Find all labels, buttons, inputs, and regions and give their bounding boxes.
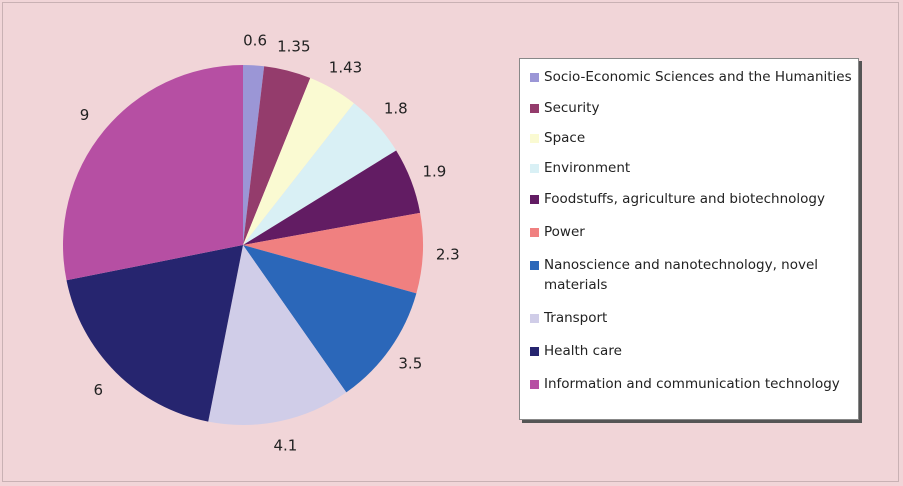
legend-swatch [530, 195, 539, 204]
legend-swatch [530, 347, 539, 356]
slice-value-label: 1.9 [422, 163, 446, 181]
pie-slice [243, 212, 423, 294]
legend-item: Security [528, 98, 852, 118]
legend-label: Security [544, 100, 600, 116]
legend-label: Information and communication technology [544, 376, 840, 392]
legend-item: Transport [528, 308, 852, 328]
legend-item: Foodstuffs, agriculture and biotechnolog… [528, 189, 852, 209]
legend-label: Power [544, 224, 585, 240]
slice-value-label: 3.5 [398, 354, 422, 372]
legend-label: Socio-Economic Sciences and the Humaniti… [544, 69, 852, 85]
legend-label: Space [544, 130, 586, 146]
pie-slice [243, 245, 417, 393]
pie-slices [63, 65, 423, 426]
legend-swatch [530, 314, 539, 323]
pie-slice [243, 65, 265, 245]
legend-item: Space [528, 128, 852, 148]
slice-value-label: 9 [80, 106, 90, 124]
slice-value-label: 2.3 [436, 245, 460, 263]
pie-value-labels: 0.6 1.35 1.43 1.8 1.9 2.3 3.5 4.1 6 9 [80, 31, 460, 454]
pie-slice [208, 245, 347, 426]
slice-value-label: 1.43 [329, 58, 362, 76]
slice-value-label: 1.35 [277, 37, 310, 55]
legend-swatch [530, 261, 539, 270]
legend-item: Power [528, 222, 852, 242]
pie-slice [66, 245, 244, 422]
pie-slice [243, 103, 397, 245]
pie-slice [243, 150, 421, 245]
slice-value-label: 0.6 [243, 31, 267, 49]
slice-value-label: 4.1 [273, 437, 297, 455]
legend-label: Transport [544, 310, 608, 326]
legend-label: Environment [544, 160, 631, 176]
legend-swatch [530, 104, 539, 113]
slice-value-label: 6 [93, 381, 103, 399]
legend: Socio-Economic Sciences and the Humaniti… [519, 58, 859, 420]
legend-label: Foodstuffs, agriculture and biotechnolog… [544, 191, 825, 207]
legend-item: Environment [528, 158, 852, 178]
legend-swatch [530, 73, 539, 82]
legend-swatch [530, 164, 539, 173]
legend-label: Nanoscience and nanotechnology, novel ma… [544, 257, 819, 293]
slice-value-label: 1.8 [384, 99, 408, 117]
legend-item: Information and communication technology [528, 374, 852, 394]
legend-swatch [530, 134, 539, 143]
legend-label: Health care [544, 343, 622, 359]
pie-slice [63, 65, 244, 281]
pie-slice [243, 66, 311, 245]
legend-item: Nanoscience and nanotechnology, novel ma… [528, 255, 852, 295]
legend-item: Socio-Economic Sciences and the Humaniti… [528, 67, 852, 87]
pie-slice [243, 78, 354, 245]
legend-swatch [530, 228, 539, 237]
legend-swatch [530, 380, 539, 389]
legend-item: Health care [528, 341, 852, 361]
